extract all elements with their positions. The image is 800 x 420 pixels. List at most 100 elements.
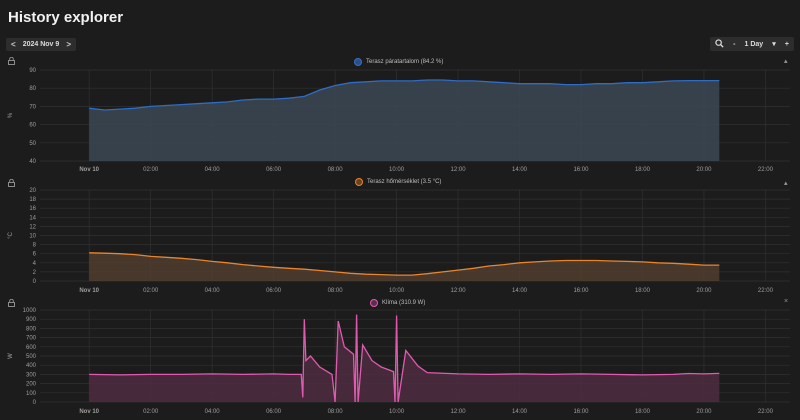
lock-icon[interactable]	[8, 178, 15, 189]
collapse-panel-button[interactable]: ▴	[784, 58, 788, 65]
x-tick-label: 18:00	[635, 167, 651, 173]
x-tick-label: 10:00	[389, 409, 405, 415]
zoom-in-button[interactable]: +	[784, 40, 789, 48]
x-tick-label: 20:00	[696, 167, 712, 173]
x-tick-label: 12:00	[451, 409, 467, 415]
range-dropdown-caret[interactable]: ▾	[772, 41, 776, 48]
x-tick-label: 04:00	[205, 167, 221, 173]
y-tick-label: 4	[33, 261, 37, 267]
y-tick-label: 400	[26, 363, 37, 369]
y-tick-label: 16	[29, 206, 36, 212]
y-tick-label: 900	[26, 317, 37, 323]
legend-klima[interactable]: Klíma (310.9 W)	[370, 299, 425, 307]
x-tick-label: 06:00	[266, 409, 282, 415]
legend-label: Terasz páratartalom (84.2 %)	[366, 59, 444, 65]
zoom-control: - 1 Day ▾ +	[710, 37, 794, 51]
x-tick-label: 18:00	[635, 288, 651, 294]
legend-label: Klíma (310.9 W)	[382, 300, 426, 306]
x-tick-label: 08:00	[328, 167, 344, 173]
y-tick-label: 60	[29, 123, 36, 129]
legend-humidity[interactable]: Terasz páratartalom (84.2 %)	[354, 58, 443, 66]
y-tick-label: 0	[33, 279, 37, 285]
y-tick-label: 1000	[23, 308, 37, 314]
x-tick-label: 02:00	[143, 167, 159, 173]
next-day-button[interactable]: >	[66, 40, 71, 49]
y-tick-label: 20	[29, 188, 36, 194]
legend-temperature[interactable]: Terasz hőmérséklet (3.5 °C)	[355, 178, 441, 186]
y-axis-label: W	[8, 353, 14, 359]
close-panel-button[interactable]: ×	[784, 298, 789, 305]
x-tick-label: 04:00	[205, 409, 221, 415]
x-tick-label: 08:00	[328, 288, 344, 294]
series-line	[89, 79, 720, 111]
y-tick-label: 600	[26, 345, 37, 351]
x-tick-label: 16:00	[573, 409, 589, 415]
humidity-chart[interactable]: 40 50 60 70 80 90 Nov 10 02:00 04:00 06:00 08:00 10…	[0, 66, 800, 178]
x-tick-label: 12:00	[451, 288, 467, 294]
y-axis-label: °C	[8, 231, 14, 238]
y-tick-label: 80	[29, 86, 36, 92]
y-tick-label: 8	[33, 243, 37, 249]
collapse-panel-button[interactable]: ▴	[784, 180, 788, 187]
x-tick-label: 04:00	[205, 288, 221, 294]
y-tick-label: 70	[29, 104, 36, 110]
date-navigator: < 2024 Nov 9 >	[6, 38, 76, 51]
current-date[interactable]: 2024 Nov 9	[22, 41, 60, 48]
y-tick-label: 40	[29, 159, 36, 165]
magnifier-icon[interactable]	[715, 38, 724, 50]
x-tick-label: 16:00	[573, 288, 589, 294]
y-tick-label: 10	[29, 234, 36, 240]
series-line	[89, 314, 720, 403]
x-tick-label: 14:00	[512, 409, 528, 415]
x-tick-label: 02:00	[143, 409, 159, 415]
legend-label: Terasz hőmérséklet (3.5 °C)	[367, 179, 442, 185]
y-tick-label: 800	[26, 326, 37, 332]
x-tick-label: 14:00	[512, 288, 528, 294]
x-tick-label: 02:00	[143, 288, 159, 294]
y-tick-label: 2	[33, 270, 37, 276]
klima-chart[interactable]: 0 100 200 300 400 500 600 700 800 900 1000 Nov 10 02…	[0, 306, 800, 420]
x-tick-label: 14:00	[512, 167, 528, 173]
x-tick-label: 08:00	[328, 409, 344, 415]
y-tick-label: 200	[26, 382, 37, 388]
x-tick-label: 22:00	[758, 167, 774, 173]
y-tick-label: 6	[33, 252, 37, 258]
x-tick-label: 22:00	[758, 288, 774, 294]
y-tick-label: 90	[29, 68, 36, 74]
y-tick-label: 300	[26, 372, 37, 378]
lock-icon[interactable]	[8, 56, 15, 67]
x-tick-label: 10:00	[389, 167, 405, 173]
x-tick-label: 20:00	[696, 288, 712, 294]
legend-swatch	[370, 299, 378, 307]
x-tick-label: 18:00	[635, 409, 651, 415]
legend-swatch	[354, 58, 362, 66]
previous-day-button[interactable]: <	[11, 40, 16, 49]
temperature-chart[interactable]: 0 2 4 6 8 10 12 14 16 18 20 Nov 10 02:00 04:00 06:00 08…	[0, 186, 800, 298]
page-title: History explorer	[8, 9, 124, 26]
x-tick-label: 06:00	[266, 288, 282, 294]
x-tick-label: Nov 10	[79, 288, 99, 294]
x-tick-label: 06:00	[266, 167, 282, 173]
x-tick-label: 12:00	[451, 167, 467, 173]
y-tick-label: 500	[26, 354, 37, 360]
series-area	[89, 252, 720, 281]
series-area	[89, 314, 720, 402]
y-tick-label: 50	[29, 141, 36, 147]
x-tick-label: Nov 10	[79, 167, 99, 173]
y-tick-label: 700	[26, 336, 37, 342]
series-line	[89, 252, 720, 276]
y-axis-label: %	[8, 112, 14, 118]
x-tick-label: Nov 10	[79, 409, 99, 415]
x-tick-label: 10:00	[389, 288, 405, 294]
x-tick-label: 20:00	[696, 409, 712, 415]
lock-icon[interactable]	[8, 298, 15, 309]
x-tick-label: 16:00	[573, 167, 589, 173]
range-select[interactable]: 1 Day	[744, 40, 764, 48]
y-tick-label: 100	[26, 391, 37, 397]
x-tick-label: 22:00	[758, 409, 774, 415]
series-area	[89, 80, 720, 161]
y-tick-label: 0	[33, 400, 37, 406]
legend-swatch	[355, 178, 363, 186]
y-tick-label: 12	[29, 224, 36, 230]
zoom-out-button[interactable]: -	[733, 40, 736, 48]
